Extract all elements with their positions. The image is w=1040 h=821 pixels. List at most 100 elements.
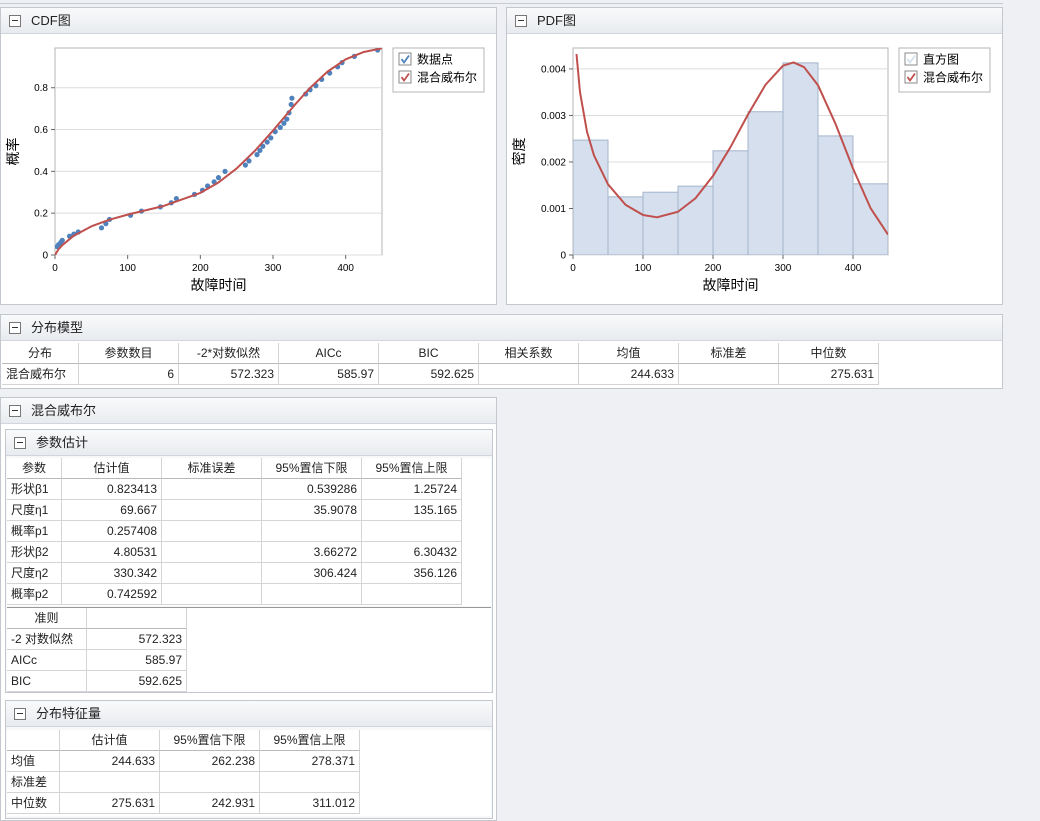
- data-point: [246, 158, 252, 164]
- x-axis-label: 故障时间: [703, 277, 759, 293]
- legend-checkbox: [904, 70, 918, 84]
- collapse-icon[interactable]: [9, 15, 21, 27]
- header-cell: -2*对数似然: [179, 343, 279, 364]
- table-cell: BIC: [7, 671, 87, 692]
- fit-curve: [55, 48, 382, 255]
- table-cell: 585.97: [279, 364, 379, 385]
- table-cell: 0.539286: [262, 479, 362, 500]
- x-tick-label: 400: [845, 263, 862, 274]
- plot-marks: [55, 48, 382, 255]
- data-point: [260, 143, 266, 149]
- table-cell: [162, 500, 262, 521]
- table-cell: 6: [79, 364, 179, 385]
- header-cell: 相关系数: [479, 343, 579, 364]
- table-cell: 3.66272: [262, 542, 362, 563]
- data-point: [284, 116, 290, 122]
- fit-curve: [575, 53, 888, 236]
- legend-checkbox: [398, 70, 412, 84]
- table-cell: [260, 772, 360, 793]
- table-cell: 0.823413: [62, 479, 162, 500]
- header-cell: 中位数: [779, 343, 879, 364]
- histogram-bar: [852, 183, 888, 255]
- y-tick-label: 0.002: [541, 157, 566, 168]
- pdf-panel: PDF图 0 0.001 0.002 0.003 0.004 0 100 200 300 400 故…: [506, 7, 1003, 305]
- criteria-table: 准则 -2 对数似然 AICc BIC 572.323 585.97 592.625: [7, 607, 491, 692]
- x-tick-label: 200: [705, 263, 722, 274]
- table-cell: [362, 521, 462, 542]
- legend-checkbox: [904, 52, 918, 66]
- collapse-icon[interactable]: [9, 322, 21, 334]
- x-tick-label: 200: [192, 263, 209, 274]
- y-tick-label: 0.6: [34, 125, 48, 136]
- x-tick-label: 300: [775, 263, 792, 274]
- header-cell: 估计值: [60, 730, 160, 751]
- data-point: [264, 139, 270, 145]
- panel-title: PDF图: [537, 13, 577, 28]
- x-axis-label: 故障时间: [191, 277, 247, 293]
- table-cell: 0.257408: [62, 521, 162, 542]
- plot-marks: [573, 53, 888, 255]
- header-cell: [87, 608, 187, 629]
- table-cell: 275.631: [60, 793, 160, 814]
- header-cell: AICc: [279, 343, 379, 364]
- legend-check: [906, 72, 916, 83]
- legend-label: 数据点: [417, 52, 453, 67]
- y-tick-label: 0.003: [541, 111, 566, 122]
- parameters-panel: 参数估计 参数 形状β1 尺度η1 概率p1 形状β2 尺度η2 概率p2 估计值 0.8234…: [5, 429, 493, 693]
- table-cell: 572.323: [87, 629, 187, 650]
- table-cell: [160, 772, 260, 793]
- table-cell: 330.342: [62, 563, 162, 584]
- y-tick-label: 0.001: [541, 204, 566, 215]
- panel-title: 分布特征量: [36, 706, 102, 721]
- data-point: [98, 225, 105, 231]
- table-cell: 尺度η1: [7, 500, 62, 521]
- panel-title: 参数估计: [36, 435, 89, 450]
- header-cell: 标准误差: [162, 458, 262, 479]
- table-cell: [262, 521, 362, 542]
- histogram-bar: [642, 191, 679, 255]
- data-point: [257, 147, 263, 154]
- table-cell: 592.625: [87, 671, 187, 692]
- header-cell: 均值: [579, 343, 679, 364]
- table-cell: -2 对数似然: [7, 629, 87, 650]
- table-cell: 4.80531: [62, 542, 162, 563]
- table-cell: [162, 584, 262, 605]
- collapse-icon[interactable]: [9, 405, 21, 417]
- legend-check: [400, 54, 410, 65]
- histogram-bar: [677, 185, 714, 255]
- table-cell: [162, 563, 262, 584]
- table-cell: 中位数: [7, 793, 60, 814]
- data-point: [288, 101, 294, 108]
- table-cell: [162, 542, 262, 563]
- x-tick-label: 0: [570, 263, 576, 274]
- data-point: [277, 124, 283, 131]
- table-cell: 275.631: [779, 364, 879, 385]
- data-point: [222, 168, 228, 174]
- mixture-panel: 混合威布尔 参数估计 参数 形状β1 尺度η1 概率p1 形状β2 尺度η2 概率p2 估计值…: [0, 397, 497, 821]
- data-point: [268, 135, 274, 141]
- collapse-icon[interactable]: [515, 15, 527, 27]
- legend-label: 直方图: [923, 52, 959, 67]
- table-cell: [262, 584, 362, 605]
- table-cell: 1.25724: [362, 479, 462, 500]
- table-cell: 概率p1: [7, 521, 62, 542]
- table-cell: [679, 364, 779, 385]
- collapse-icon[interactable]: [14, 708, 26, 720]
- y-tick-label: 0.2: [34, 209, 48, 220]
- panel-header: 分布特征量: [6, 701, 492, 727]
- data-point: [59, 237, 65, 243]
- x-tick-label: 100: [119, 263, 136, 274]
- characteristics-panel: 分布特征量 均值 标准差 中位数 估计值 244.633 275.631 95%置信下限 26…: [5, 700, 493, 819]
- panel-header: 混合威布尔: [1, 398, 496, 424]
- data-point: [289, 95, 295, 101]
- collapse-icon[interactable]: [14, 437, 26, 449]
- header-cell: 参数数目: [79, 343, 179, 364]
- table-cell: 概率p2: [7, 584, 62, 605]
- histogram-bar: [607, 196, 644, 255]
- table-cell: AICc: [7, 650, 87, 671]
- table-cell: 69.667: [62, 500, 162, 521]
- y-tick-label: 0.4: [34, 167, 48, 178]
- header-cell: 参数: [7, 458, 62, 479]
- table-cell: 标准差: [7, 772, 60, 793]
